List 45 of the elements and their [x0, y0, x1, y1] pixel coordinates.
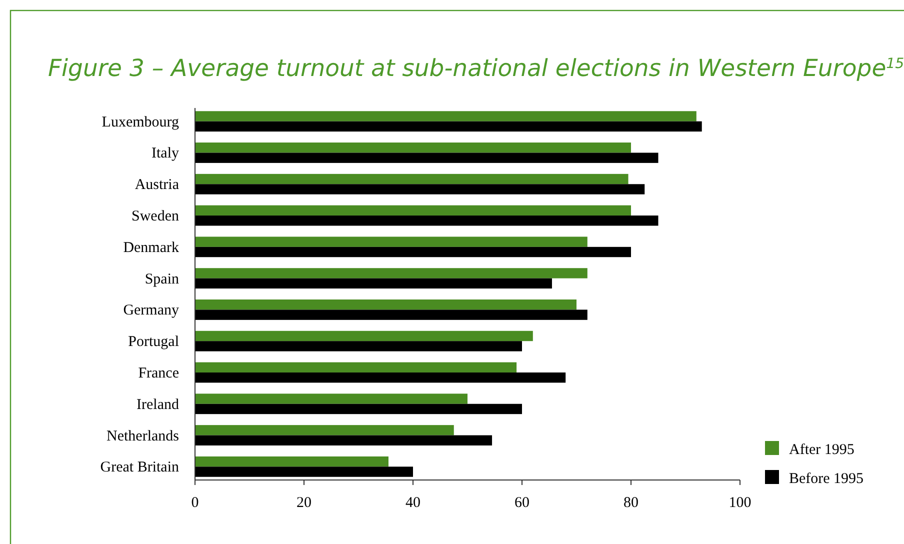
bar — [195, 121, 702, 132]
y-tick-label: Luxembourg — [102, 114, 180, 130]
bar — [195, 299, 576, 310]
y-tick-label: France — [138, 365, 180, 382]
y-tick-label: Ireland — [136, 396, 180, 413]
bar — [195, 466, 413, 477]
y-tick-label: Denmark — [123, 240, 180, 256]
y-tick-label: Spain — [144, 271, 180, 288]
x-tick-label: 20 — [296, 495, 312, 511]
bar — [195, 456, 388, 467]
bar — [195, 174, 628, 184]
x-tick-label: 40 — [406, 495, 420, 511]
bar — [195, 216, 658, 226]
y-tick-label: Italy — [152, 146, 180, 162]
bar — [195, 341, 522, 352]
bar — [195, 278, 552, 289]
bar — [195, 152, 658, 163]
bar — [195, 404, 522, 414]
x-tick-label: 100 — [728, 495, 752, 511]
bar — [195, 268, 588, 278]
bar — [195, 184, 645, 194]
y-tick-label: Germany — [123, 302, 180, 319]
y-tick-label: Austria — [134, 177, 180, 194]
bar — [195, 111, 696, 122]
bar — [195, 142, 631, 153]
x-tick-label: 60 — [514, 495, 530, 511]
y-tick-label: Great Britain — [100, 460, 180, 476]
bar — [195, 330, 533, 342]
legend-label: After 1995 — [789, 442, 854, 458]
y-tick-label: Sweden — [132, 208, 180, 225]
bar — [195, 394, 468, 404]
bar — [195, 362, 517, 372]
y-tick-label: Netherlands — [106, 428, 180, 444]
x-tick-label: 0 — [191, 495, 199, 511]
chart-title: Figure 3 – Average turnout at sub-national elections in Western Europe$^{15}$ — [48, 54, 904, 82]
bar — [195, 372, 566, 383]
bar — [195, 310, 588, 320]
bar — [195, 435, 492, 446]
bar — [195, 425, 454, 436]
legend-label: Before 1995 — [789, 471, 864, 487]
bar — [195, 236, 588, 247]
x-tick-label: 80 — [624, 495, 638, 511]
y-tick-label: Portugal — [128, 334, 179, 350]
bar — [195, 205, 631, 216]
bar — [195, 246, 631, 258]
